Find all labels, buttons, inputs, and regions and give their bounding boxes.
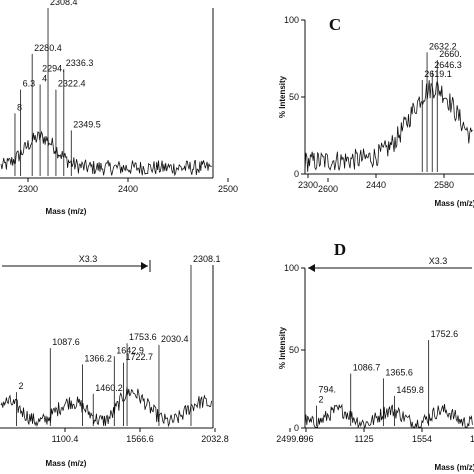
y-tick-label: 0 bbox=[294, 169, 299, 179]
peak-label: 1753.6 bbox=[129, 332, 157, 342]
peak-label: 2619.1 bbox=[424, 69, 452, 79]
x-axis-label: Mass (m/z) bbox=[435, 463, 474, 472]
y-axis-label: % Intensity bbox=[278, 326, 287, 369]
arrow-head-icon bbox=[141, 262, 148, 270]
peak-label: 6.3 bbox=[23, 79, 36, 89]
peak-label: 794. 2 bbox=[318, 385, 336, 405]
x-tick-label: 2300 bbox=[18, 184, 38, 194]
y-tick-label: 100 bbox=[284, 15, 299, 25]
x-tick-label: 1554 bbox=[412, 434, 432, 444]
x-tick-label: 2500 bbox=[218, 184, 238, 194]
y-tick-label: 100 bbox=[284, 263, 299, 273]
spectrum-trace bbox=[0, 387, 212, 428]
y-axis-label: % Intensity bbox=[278, 75, 287, 118]
peak-label: 2308.1 bbox=[193, 254, 221, 264]
x-tick-label: 2300 bbox=[298, 180, 318, 190]
x-tick-label: 2580 bbox=[434, 180, 454, 190]
peak-label: 1460.2 bbox=[95, 383, 123, 393]
x-axis-label: Mass (m/z) bbox=[46, 459, 87, 468]
x-tick-label: 2499.0 bbox=[276, 434, 304, 444]
spectrum-trace bbox=[0, 130, 212, 177]
peak-label: 2308.4 bbox=[50, 0, 78, 7]
arrow-head-icon bbox=[308, 264, 315, 272]
y-tick-label: 50 bbox=[289, 92, 299, 102]
x-tick-label: 2600 bbox=[318, 184, 338, 194]
x-axis-label: Mass (m/z) bbox=[435, 199, 474, 208]
x-tick-label: 2440 bbox=[366, 180, 386, 190]
peak-label: 2336.3 bbox=[66, 58, 94, 68]
y-tick-label: 0 bbox=[294, 423, 299, 433]
peak-label: 1752.6 bbox=[431, 329, 459, 339]
x-tick-label: 2032.8 bbox=[201, 434, 229, 444]
panel-label: D bbox=[334, 240, 346, 259]
peak-label: 2 bbox=[19, 381, 24, 391]
peak-label: 1365.6 bbox=[385, 367, 413, 377]
y-tick-label: 50 bbox=[289, 345, 299, 355]
scale-annotation: X3.3 bbox=[429, 256, 448, 266]
peak-label: 1087.6 bbox=[52, 337, 80, 347]
x-tick-label: 2400 bbox=[118, 184, 138, 194]
peak-label: 1642.9 bbox=[116, 345, 144, 355]
peak-label: 2294. 4 bbox=[42, 64, 65, 84]
peak-label: 2322.4 bbox=[58, 79, 86, 89]
scale-annotation: X3.3 bbox=[79, 254, 98, 264]
peak-label: 2646.3 bbox=[434, 60, 462, 70]
peak-label: 1086.7 bbox=[353, 363, 381, 373]
peak-label: 2660. bbox=[439, 49, 462, 59]
x-tick-label: 1566.6 bbox=[126, 434, 154, 444]
spectrum-panel-4: 696 1125 1554 1983 0 50 100 % Intensity Mass (m/… bbox=[278, 240, 474, 472]
peak-label: 2349.5 bbox=[73, 119, 101, 129]
peak-label: 1459.8 bbox=[396, 385, 424, 395]
x-axis-label: Mass (m/z) bbox=[46, 207, 87, 216]
x-tick-label: 696 bbox=[298, 434, 313, 444]
spectrum-panel-3: 1100.4 1566.6 2032.8 2499.0 Mass (m/z) 2 1087.… bbox=[0, 254, 304, 468]
peak-label: 2632.2 bbox=[429, 41, 457, 51]
peak-label: 8 bbox=[17, 102, 22, 112]
x-tick-label: 1100.4 bbox=[52, 434, 79, 444]
peak-label: 1722.7 bbox=[125, 352, 153, 362]
spectrum-trace bbox=[304, 80, 473, 172]
peak-label: 1366.2 bbox=[84, 353, 112, 363]
peak-label: 2030.4 bbox=[161, 334, 189, 344]
spectrum-trace bbox=[304, 403, 473, 429]
x-tick-label: 1983 bbox=[470, 434, 474, 444]
x-tick-label: 1125 bbox=[354, 434, 373, 444]
panel-label: C bbox=[329, 15, 341, 34]
